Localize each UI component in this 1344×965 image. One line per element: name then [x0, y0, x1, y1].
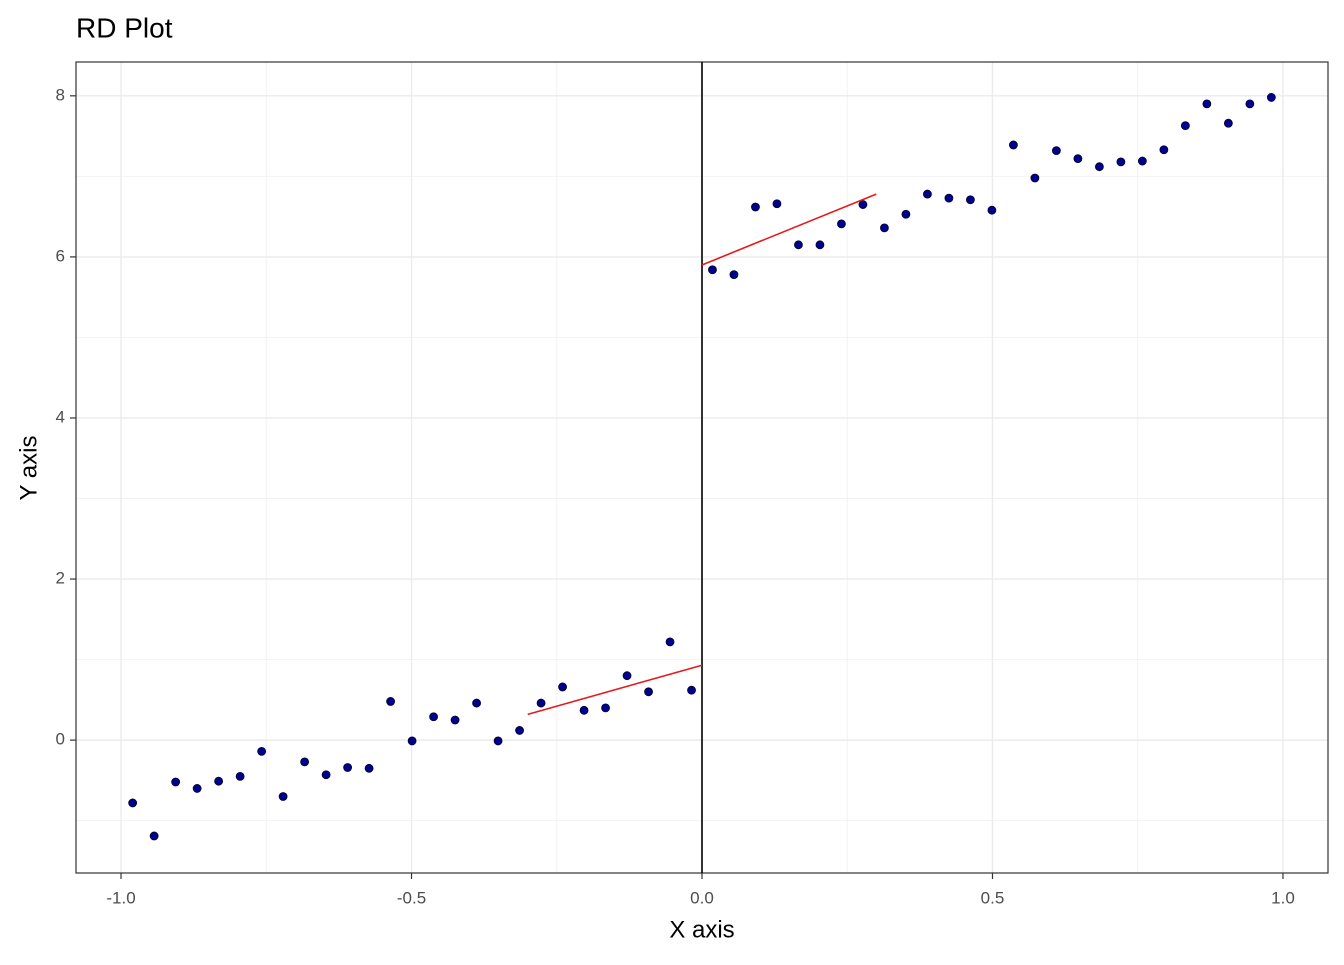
data-point: [450, 715, 460, 725]
x-tick-label: 1.0: [1271, 888, 1295, 907]
data-point: [966, 195, 975, 205]
data-point: [579, 705, 589, 715]
data-point: [1094, 162, 1104, 172]
data-point: [515, 726, 524, 735]
data-point: [558, 682, 567, 692]
data-point: [364, 763, 374, 773]
x-tick-label: 0.5: [981, 888, 1005, 907]
data-point: [214, 776, 224, 786]
fit-line: [701, 193, 877, 266]
data-point: [343, 763, 353, 772]
fit-line: [527, 664, 703, 716]
data-point: [858, 200, 868, 209]
y-tick-label: 2: [56, 569, 65, 588]
data-point: [601, 703, 610, 713]
chart-title: RD Plot: [76, 12, 173, 43]
x-tick-label: -1.0: [106, 888, 135, 907]
data-point: [837, 219, 846, 229]
data-point: [1159, 145, 1169, 155]
data-point: [1051, 146, 1061, 155]
data-point: [1180, 121, 1190, 131]
data-point: [772, 199, 782, 209]
data-point: [278, 792, 288, 801]
data-point: [665, 637, 675, 647]
data-point: [1266, 93, 1276, 102]
data-point: [407, 736, 417, 746]
data-point: [794, 240, 803, 250]
y-axis-title: Y axis: [15, 436, 42, 501]
y-tick-label: 0: [56, 730, 65, 749]
data-point: [687, 685, 696, 695]
data-point: [708, 265, 717, 275]
data-point: [880, 223, 889, 233]
data-point: [1009, 140, 1018, 150]
y-tick-label: 6: [56, 246, 65, 265]
data-point: [472, 698, 481, 708]
data-point: [149, 831, 159, 841]
data-point: [1030, 173, 1040, 183]
data-point: [321, 770, 331, 780]
x-tick-label: 0.0: [690, 888, 714, 907]
data-point: [987, 205, 997, 215]
data-point: [729, 270, 739, 280]
data-point: [493, 736, 503, 746]
data-point: [1116, 157, 1126, 167]
data-point: [1073, 154, 1083, 164]
data-point: [1223, 118, 1233, 128]
data-point: [300, 757, 310, 767]
data-point: [923, 189, 932, 199]
data-point: [815, 240, 825, 250]
data-point: [901, 209, 911, 219]
data-point: [192, 784, 202, 793]
data-point: [644, 687, 653, 697]
data-point: [536, 698, 546, 708]
data-point: [1245, 99, 1255, 109]
data-point: [1137, 156, 1147, 166]
data-point: [1202, 99, 1212, 109]
data-point: [622, 671, 632, 681]
y-tick-label: 4: [56, 407, 65, 426]
data-point: [386, 697, 395, 706]
x-tick-label: -0.5: [397, 888, 426, 907]
data-point: [235, 771, 245, 781]
data-point: [128, 798, 138, 808]
data-point: [257, 746, 267, 756]
y-tick-label: 8: [56, 85, 65, 104]
data-point: [944, 193, 954, 203]
data-point: [171, 777, 181, 787]
x-axis-title: X axis: [669, 916, 734, 943]
data-point: [751, 202, 760, 212]
data-point: [429, 712, 438, 722]
